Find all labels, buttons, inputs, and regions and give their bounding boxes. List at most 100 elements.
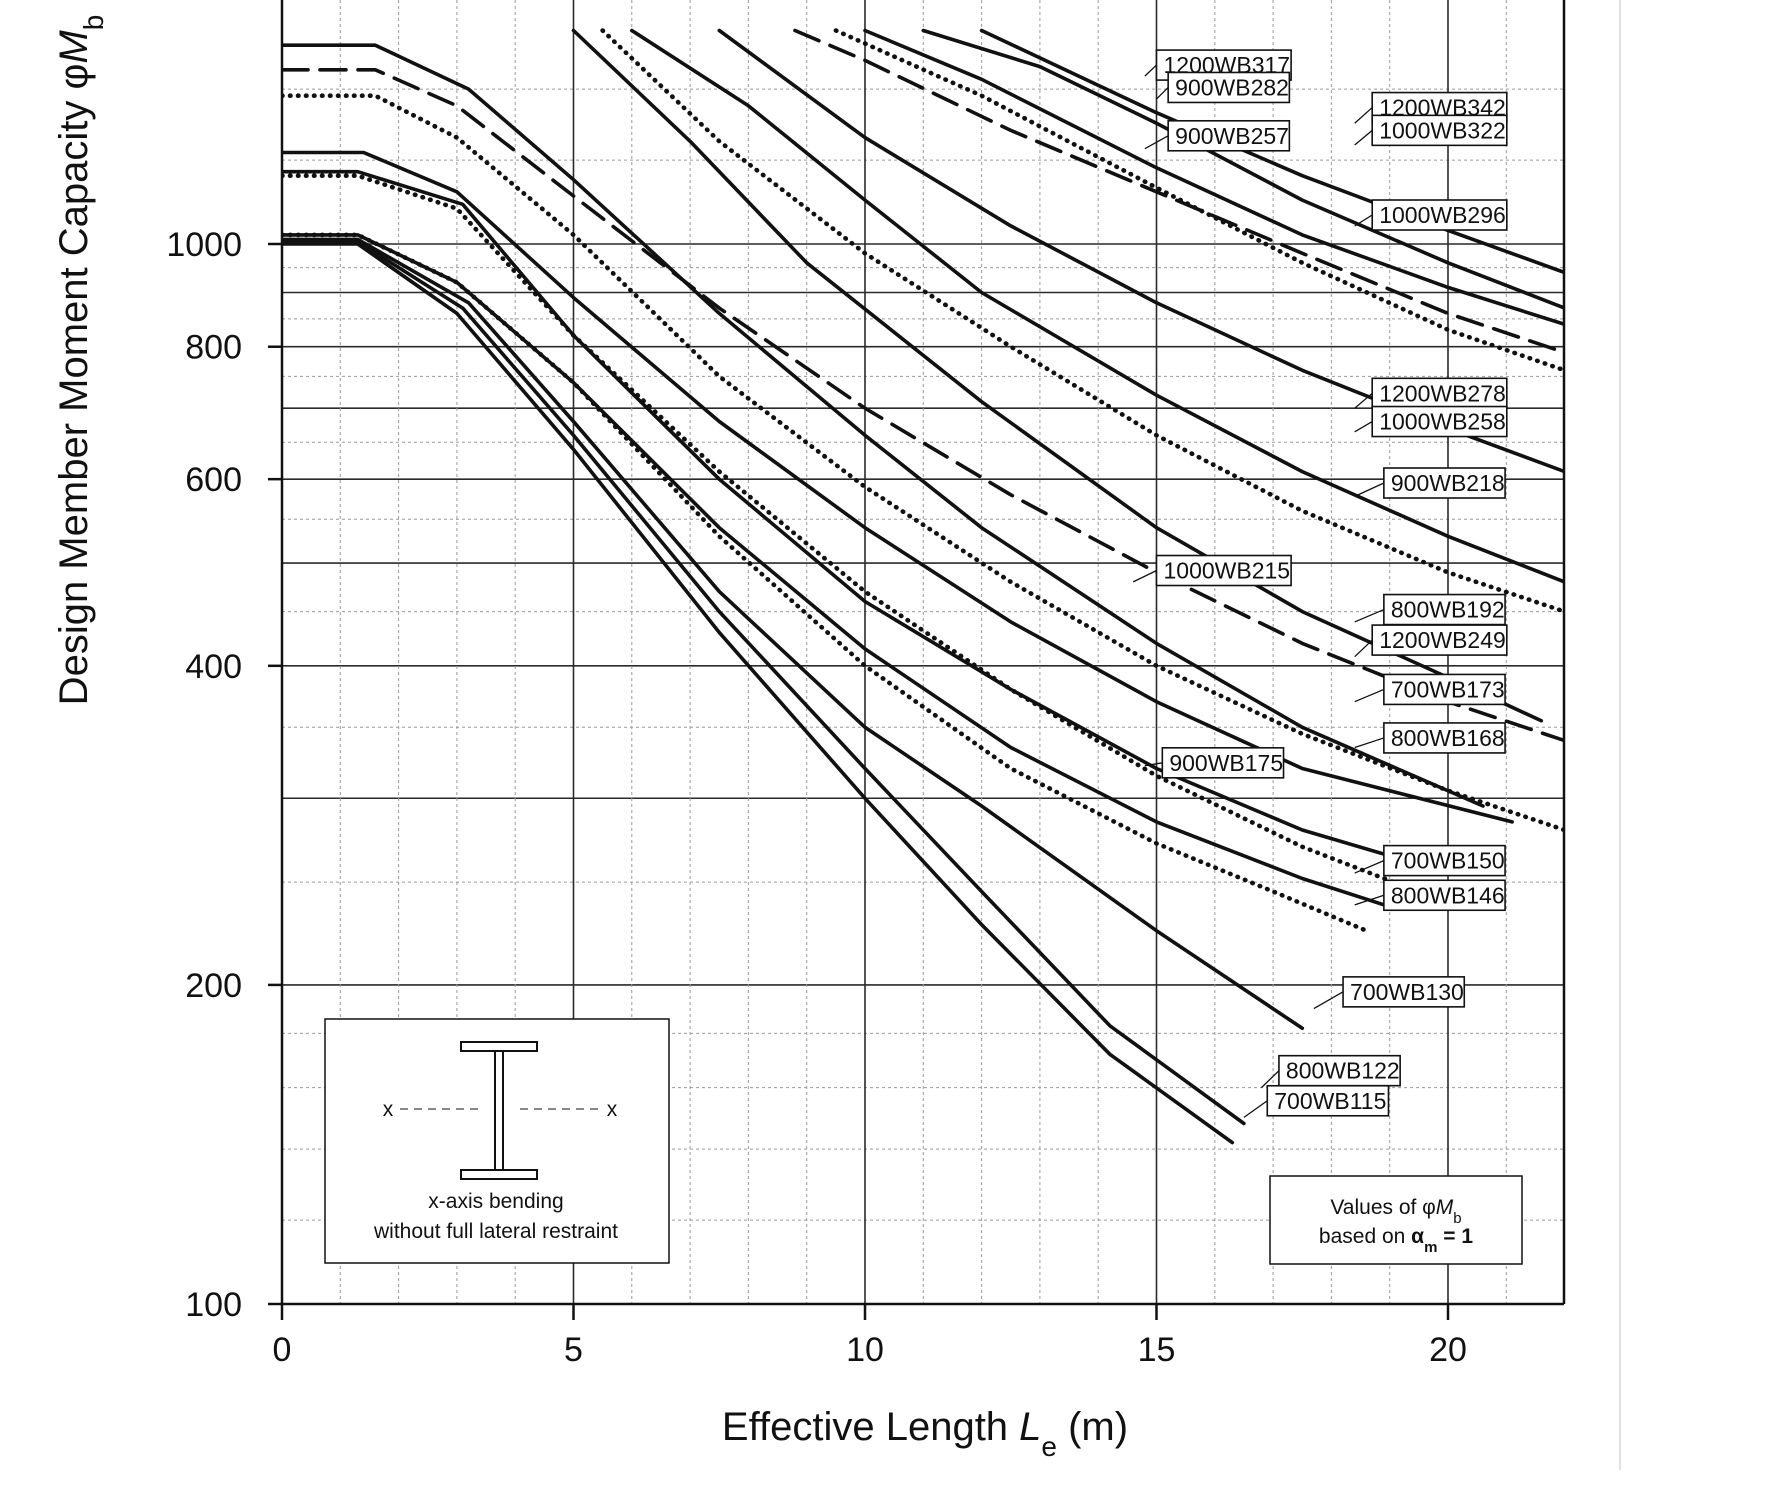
x-axis-title: Effective Length Le (m) (722, 1405, 1128, 1462)
series-line-700WB130 (282, 237, 1305, 1031)
curve-label-800WB146: 800WB146 (1354, 879, 1506, 912)
label-leader-line (1354, 129, 1373, 146)
y-tick-label: 1000 (166, 226, 242, 264)
curve-label-1200WB249: 1200WB249 (1354, 624, 1508, 658)
label-leader-line (1354, 688, 1385, 703)
label-leader-line (1243, 1100, 1268, 1118)
series-line-1000WB322 (863, 28, 1564, 326)
x-tick-label: 10 (846, 1331, 884, 1369)
label-text: 900WB282 (1175, 74, 1289, 100)
axes: 0 5 10 15 20 100 200 400 600 800 1000 (166, 0, 1566, 1369)
label-box (1342, 976, 1466, 1008)
bending-note-line2: without full lateral restraint (373, 1220, 618, 1243)
values-note: Values of φMb based on αm = 1 (1269, 1175, 1523, 1265)
i-beam-icon (460, 1041, 538, 1180)
label-text: 700WB130 (1350, 979, 1464, 1005)
label-box (1371, 405, 1508, 438)
series-line-1200WB342 (979, 28, 1564, 275)
label-box (1167, 71, 1291, 104)
label-text: 800WB168 (1391, 725, 1505, 751)
label-leader-line (1354, 482, 1385, 497)
label-box (1383, 467, 1506, 499)
y-tick-label: 600 (185, 461, 242, 499)
bending-inset: x x x-axis bending without full lateral … (324, 1018, 670, 1264)
label-leader-line (1313, 991, 1344, 1010)
x-tick-label: 20 (1429, 1331, 1467, 1369)
y-tick-label: 800 (185, 329, 242, 367)
label-text: 1000WB258 (1379, 409, 1506, 435)
label-leader-line (1260, 1070, 1280, 1089)
series-line-1000WB215 (571, 28, 1544, 723)
label-leader-line (1354, 107, 1373, 124)
label-text: 1000WB322 (1379, 117, 1506, 143)
series-line-800WB168 (282, 173, 1445, 904)
values-note-line2: based on αm = 1 (1319, 1225, 1473, 1256)
x-tick-label: 5 (564, 1331, 583, 1369)
label-box (1371, 114, 1508, 147)
series-line-800WB192 (282, 43, 1485, 808)
curve-label-1000WB322: 1000WB322 (1354, 114, 1508, 147)
label-box (1371, 199, 1508, 231)
label-text: 900WB175 (1169, 750, 1283, 776)
x-axis-symbol-right: x (607, 1098, 618, 1121)
curve-label-900WB218: 900WB218 (1354, 467, 1506, 499)
label-box (1371, 624, 1508, 656)
y-axis-title: Design Member Moment Capacity φMb (52, 15, 109, 706)
series-line-900WB282 (793, 28, 1564, 355)
label-leader-line (1132, 569, 1157, 583)
label-leader-line (1144, 135, 1169, 150)
values-note-line1: Values of φMb (1330, 1196, 1461, 1227)
label-leader-line (1144, 64, 1157, 77)
label-leader-line (1354, 639, 1373, 658)
curve-label-1200WB278: 1200WB278 (1354, 377, 1508, 410)
series-line-900WB218 (282, 93, 1564, 833)
label-box (1161, 747, 1285, 779)
label-text: 1200WB278 (1379, 380, 1506, 406)
label-box (1383, 593, 1506, 626)
curve-label-1000WB258: 1000WB258 (1354, 405, 1508, 438)
label-text: 1000WB296 (1379, 202, 1506, 228)
curve-label-900WB257: 900WB257 (1144, 119, 1291, 152)
label-text: 700WB150 (1391, 848, 1505, 874)
x-tick-label: 15 (1138, 1331, 1176, 1369)
bending-note-line1: x-axis bending (428, 1190, 563, 1213)
curve-label-800WB192: 800WB192 (1354, 593, 1506, 626)
label-leader-line (1354, 860, 1385, 874)
series-line-900WB257 (630, 28, 1564, 584)
curve-label-900WB282: 900WB282 (1156, 71, 1291, 104)
series-line-1200WB249 (282, 68, 1564, 743)
label-box (1383, 844, 1506, 877)
label-box (1383, 722, 1506, 754)
x-axis-symbol-left: x (383, 1098, 394, 1121)
label-text: 700WB173 (1391, 676, 1505, 702)
label-leader-line (1144, 762, 1163, 767)
label-text: 700WB115 (1274, 1088, 1386, 1114)
y-tick-label: 400 (185, 648, 242, 686)
label-box (1266, 1084, 1390, 1117)
label-text: 800WB146 (1391, 882, 1505, 908)
curve-labels: 1200WB317900WB2821200WB3421000WB322900WB… (1132, 49, 1508, 1118)
label-leader-line (1354, 737, 1385, 749)
label-box (1371, 377, 1508, 410)
y-tick-label: 200 (185, 967, 242, 1005)
label-text: 900WB218 (1391, 470, 1505, 496)
label-leader-line (1354, 392, 1373, 409)
series-line-700WB115 (282, 242, 1235, 1145)
label-box (1383, 879, 1506, 912)
label-leader-line (1354, 608, 1385, 623)
series-line-1200WB278 (833, 28, 1564, 373)
curve-label-900WB175: 900WB175 (1144, 747, 1285, 779)
curves (282, 28, 1564, 1145)
label-leader-line (1354, 214, 1373, 227)
curve-label-800WB168: 800WB168 (1354, 722, 1506, 754)
label-box (1383, 673, 1506, 706)
label-text: 800WB122 (1286, 1058, 1400, 1084)
curve-label-700WB130: 700WB130 (1313, 976, 1466, 1010)
curve-label-700WB150: 700WB150 (1354, 844, 1506, 877)
label-box (1167, 119, 1291, 152)
label-text: 1200WB249 (1379, 627, 1506, 653)
label-leader-line (1354, 420, 1373, 433)
label-text: 900WB257 (1175, 123, 1289, 149)
series-line-800WB122 (282, 239, 1246, 1126)
curve-label-1000WB296: 1000WB296 (1354, 199, 1508, 231)
